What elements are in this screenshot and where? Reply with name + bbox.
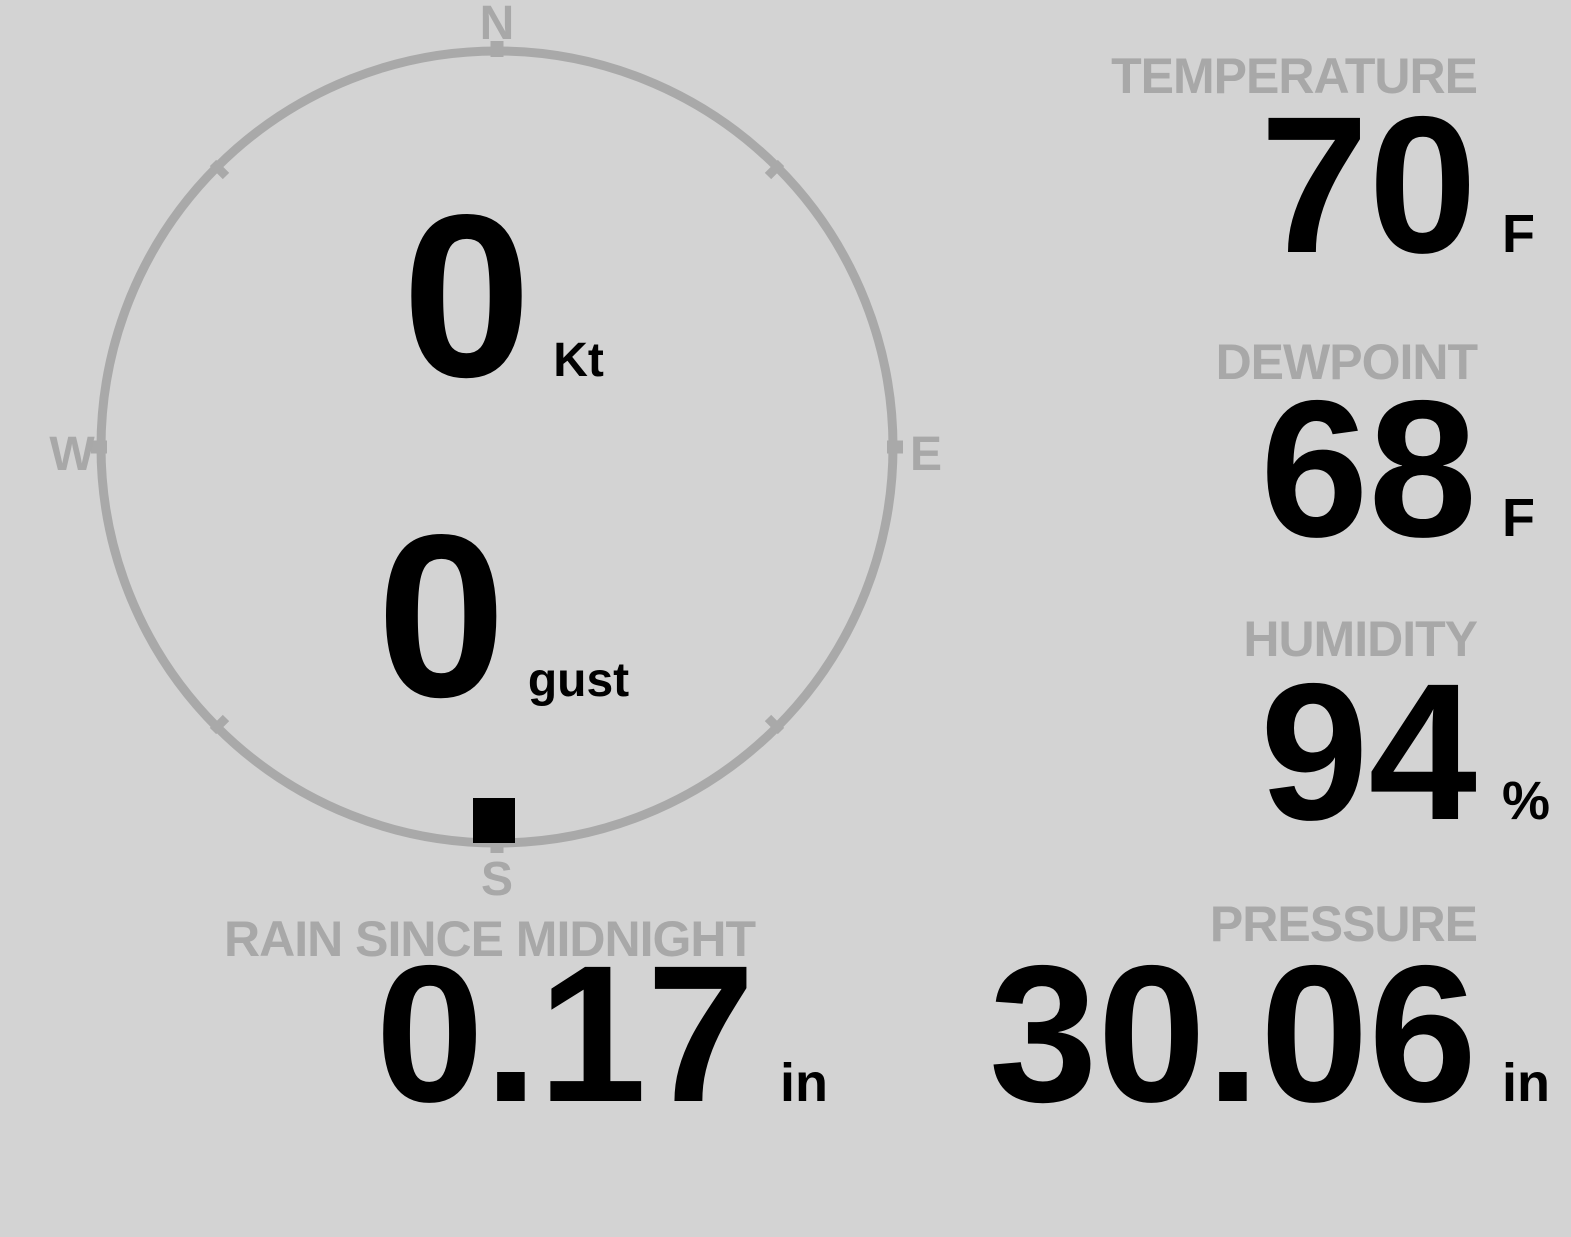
rain-readout: 0.17 in [375, 937, 828, 1132]
wind-gust-unit: gust [527, 654, 630, 707]
wind-direction-marker-icon [473, 798, 515, 843]
temperature-value: 70 [1260, 76, 1477, 294]
humidity-readout: 94 % [1260, 655, 1550, 850]
wind-gust-value: 0 [376, 487, 506, 746]
wind-gust-line: 0 gust [340, 501, 666, 733]
dewpoint-readout: 68 F [1260, 372, 1535, 567]
pressure-value: 30.06 [989, 925, 1477, 1143]
dewpoint-value: 68 [1260, 360, 1477, 578]
compass-label-south: S [480, 853, 513, 906]
rain-label: RAIN SINCE MIDNIGHT [224, 911, 756, 967]
tick-northwest [209, 159, 230, 180]
tick-northeast [764, 159, 785, 180]
tick-southeast [764, 714, 785, 735]
rain-unit: in [780, 1053, 828, 1113]
temperature-readout: 70 F [1260, 88, 1535, 283]
tick-southwest [209, 714, 230, 735]
compass-label-west: W [49, 428, 95, 481]
humidity-label: HUMIDITY [1243, 611, 1478, 667]
pressure-label: PRESSURE [1209, 896, 1478, 952]
compass-label-east: E [909, 428, 942, 481]
dewpoint-label: DEWPOINT [1215, 334, 1478, 390]
humidity-unit: % [1502, 771, 1551, 831]
pressure-unit: in [1502, 1053, 1550, 1113]
temperature-unit: F [1502, 204, 1535, 264]
temperature-label: TEMPERATURE [1111, 48, 1478, 104]
pressure-readout: 30.06 in [989, 937, 1550, 1132]
compass-label-north: N [479, 0, 515, 50]
wind-speed-unit: Kt [553, 334, 604, 387]
wind-compass [91, 41, 903, 853]
wind-speed-line: 0 Kt [340, 181, 666, 413]
wind-speed-value: 0 [402, 167, 532, 426]
dewpoint-unit: F [1502, 488, 1535, 548]
rain-value: 0.17 [375, 925, 755, 1143]
humidity-value: 94 [1260, 643, 1477, 861]
